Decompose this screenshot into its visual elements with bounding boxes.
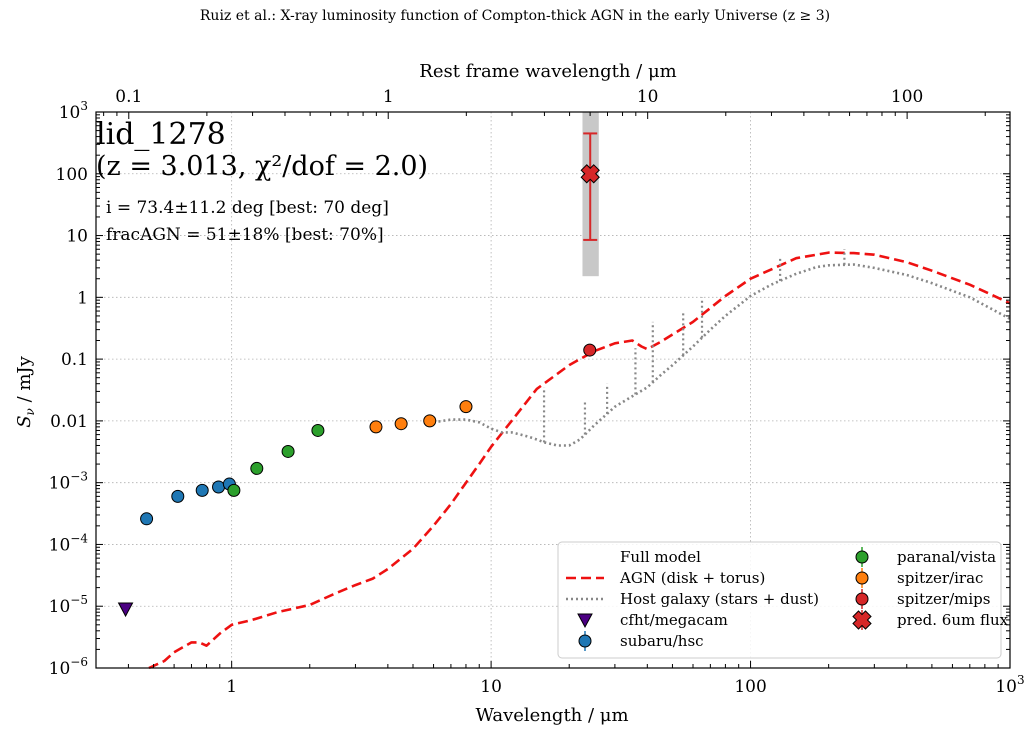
- point-vista: [311, 423, 325, 437]
- point-hsc: [212, 480, 226, 494]
- x2-tick-label: 0.1: [115, 87, 142, 107]
- point-hsc: [140, 512, 154, 526]
- x-axis-label: Wavelength / μm: [475, 705, 628, 726]
- plot-frame: [95, 111, 1011, 669]
- x-tick-label: 100: [734, 677, 766, 697]
- photometry-points: [117, 132, 600, 618]
- y-tick-label: 0.01: [50, 412, 88, 432]
- legend: Full model AGN (disk + torus) Host galaxy …: [557, 541, 1009, 659]
- redshift-chi2-label: (z = 3.013, χ²/dof = 2.0): [96, 151, 428, 182]
- pred-point: [580, 164, 600, 184]
- point-vista: [227, 483, 241, 497]
- x-tick-label: 103: [995, 673, 1024, 697]
- legend-box: [557, 541, 1002, 659]
- y-tick-label: 10: [66, 227, 88, 247]
- legend-label-vista: paranal/vista: [897, 548, 996, 566]
- legend-label-full: Full model: [620, 548, 701, 566]
- legend-swatch-hsc: [578, 634, 592, 648]
- x-tick-label: 10: [480, 677, 502, 697]
- frac-agn-label: fracAGN = 51±18% [best: 70%]: [106, 225, 384, 245]
- y-axis-label: Sν / mJy: [14, 355, 37, 427]
- legend-label-irac: spitzer/irac: [897, 569, 983, 587]
- y-tick-label: 10−5: [49, 593, 88, 617]
- point-vista: [250, 461, 264, 475]
- top-axis-label: Rest frame wavelength / μm: [419, 61, 676, 82]
- point-irac: [369, 420, 383, 434]
- plot-border: [95, 111, 1011, 669]
- point-vista: [281, 444, 295, 458]
- x2-tick-label: 10: [637, 87, 659, 107]
- model-curves: [148, 249, 1011, 670]
- point-irac: [459, 400, 473, 414]
- y-tick-label: 0.1: [61, 350, 88, 370]
- legend-label-pred: pred. 6um flux: [897, 611, 1009, 629]
- legend-swatch-megacam: [577, 613, 593, 629]
- y-tick-label: 10−3: [49, 470, 88, 494]
- legend-swatch-mips: [855, 592, 869, 606]
- legend-label-agn: AGN (disk + torus): [619, 569, 765, 587]
- legend-label-megacam: cfht/megacam: [620, 611, 728, 629]
- y-tick-label: 10−4: [49, 531, 89, 555]
- grid: [96, 112, 1010, 668]
- x-tick-label: 1: [226, 677, 237, 697]
- legend-swatch-irac: [855, 571, 869, 585]
- legend-label-hsc: subaru/hsc: [620, 632, 704, 650]
- series-agn: [148, 251, 1011, 670]
- x2-tick-label: 100: [891, 87, 923, 107]
- point-mips: [583, 343, 597, 357]
- point-irac: [423, 414, 437, 428]
- legend-swatch-vista: [855, 550, 869, 564]
- legend-label-mips: spitzer/mips: [897, 590, 990, 608]
- point-megacam: [117, 602, 134, 618]
- point-hsc: [171, 489, 185, 503]
- y-tick-label: 103: [59, 99, 88, 123]
- y-tick-label: 1: [77, 288, 88, 308]
- point-irac: [394, 417, 408, 431]
- x2-tick-label: 1: [383, 87, 394, 107]
- legend-swatch-pred: [852, 610, 872, 630]
- source-id-label: lid_1278: [96, 117, 226, 152]
- series-host: [433, 263, 1011, 447]
- legend-label-host: Host galaxy (stars + dust): [620, 590, 819, 608]
- tick-labels: 1 10 100 103 0.1 1 10 100 10−6 10−5 10−4 10−3 0.01 0.…: [49, 87, 1025, 697]
- inclination-label: i = 73.4±11.2 deg [best: 70 deg]: [106, 198, 389, 218]
- running-title: Ruiz et al.: X-ray luminosity function o…: [199, 8, 831, 24]
- y-tick-label: 10−6: [49, 655, 88, 679]
- y-tick-label: 100: [56, 165, 88, 185]
- point-hsc: [195, 483, 209, 497]
